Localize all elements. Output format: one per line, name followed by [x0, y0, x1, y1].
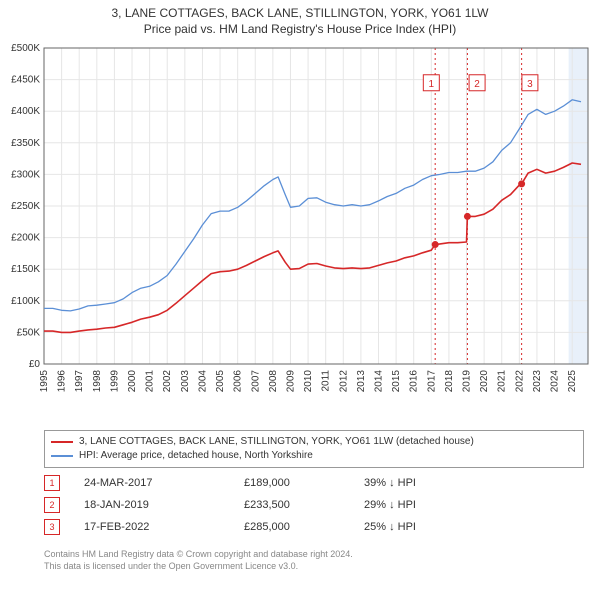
marker-diff: 29% ↓ HPI: [364, 499, 584, 511]
svg-text:£350K: £350K: [11, 138, 40, 149]
svg-text:£450K: £450K: [11, 75, 40, 86]
svg-text:2005: 2005: [215, 370, 226, 393]
svg-text:2: 2: [474, 79, 480, 90]
svg-text:£150K: £150K: [11, 264, 40, 275]
svg-text:£400K: £400K: [11, 106, 40, 117]
marker-price: £189,000: [244, 477, 364, 489]
legend-label: 3, LANE COTTAGES, BACK LANE, STILLINGTON…: [79, 435, 474, 449]
svg-text:1997: 1997: [74, 370, 85, 393]
svg-text:2025: 2025: [567, 370, 578, 393]
marker-row: 2 18-JAN-2019£233,50029% ↓ HPI: [44, 494, 584, 516]
svg-text:2016: 2016: [409, 370, 420, 393]
svg-text:1: 1: [429, 79, 435, 90]
svg-text:2002: 2002: [162, 370, 173, 393]
svg-text:£100K: £100K: [11, 296, 40, 307]
title-line1: 3, LANE COTTAGES, BACK LANE, STILLINGTON…: [0, 6, 600, 20]
svg-text:1998: 1998: [92, 370, 103, 393]
chart-svg: £0 £50K £100K £150K £200K £250K £300K £350K £400…: [0, 44, 600, 424]
marker-row: 1 24-MAR-2017£189,00039% ↓ HPI: [44, 472, 584, 494]
chart-titles: 3, LANE COTTAGES, BACK LANE, STILLINGTON…: [0, 0, 600, 36]
footer-attribution: Contains HM Land Registry data © Crown c…: [44, 548, 584, 572]
svg-text:£50K: £50K: [17, 327, 41, 338]
legend: 3, LANE COTTAGES, BACK LANE, STILLINGTON…: [44, 430, 584, 468]
svg-text:1999: 1999: [109, 370, 120, 393]
svg-text:2018: 2018: [444, 370, 455, 393]
marker-number-box: 3: [44, 519, 60, 535]
svg-text:2011: 2011: [321, 370, 332, 392]
svg-text:£300K: £300K: [11, 169, 40, 180]
marker-table: 1 24-MAR-2017£189,00039% ↓ HPI 2 18-JAN-201…: [44, 472, 584, 538]
footer-line2: This data is licensed under the Open Gov…: [44, 560, 584, 572]
marker-row: 3 17-FEB-2022£285,00025% ↓ HPI: [44, 516, 584, 538]
svg-text:2010: 2010: [303, 370, 314, 393]
legend-label: HPI: Average price, detached house, Nort…: [79, 449, 313, 463]
svg-text:2014: 2014: [373, 370, 384, 393]
svg-text:1995: 1995: [39, 370, 50, 393]
marker-date: 24-MAR-2017: [84, 477, 244, 489]
legend-swatch: [51, 455, 73, 457]
svg-text:2001: 2001: [145, 370, 156, 393]
footer-line1: Contains HM Land Registry data © Crown c…: [44, 548, 584, 560]
svg-text:2006: 2006: [233, 370, 244, 393]
svg-text:2012: 2012: [338, 370, 349, 393]
svg-text:2020: 2020: [479, 370, 490, 393]
svg-text:£0: £0: [29, 359, 41, 370]
svg-text:2008: 2008: [268, 370, 279, 393]
svg-text:£500K: £500K: [11, 44, 40, 54]
marker-diff: 25% ↓ HPI: [364, 521, 584, 533]
svg-text:£200K: £200K: [11, 233, 40, 244]
svg-text:£250K: £250K: [11, 201, 40, 212]
svg-text:2023: 2023: [532, 370, 543, 393]
marker-number-box: 2: [44, 497, 60, 513]
legend-swatch: [51, 441, 73, 443]
svg-text:1996: 1996: [57, 370, 68, 393]
legend-row: 3, LANE COTTAGES, BACK LANE, STILLINGTON…: [51, 435, 577, 449]
svg-text:2022: 2022: [514, 370, 525, 393]
title-line2: Price paid vs. HM Land Registry's House …: [0, 22, 600, 36]
svg-text:2019: 2019: [462, 370, 473, 393]
svg-text:2007: 2007: [250, 370, 261, 393]
marker-date: 17-FEB-2022: [84, 521, 244, 533]
marker-price: £233,500: [244, 499, 364, 511]
chart-area: £0 £50K £100K £150K £200K £250K £300K £350K £400…: [0, 44, 600, 424]
svg-text:2013: 2013: [356, 370, 367, 393]
svg-text:2017: 2017: [426, 370, 437, 393]
svg-text:2021: 2021: [497, 370, 508, 393]
marker-date: 18-JAN-2019: [84, 499, 244, 511]
svg-text:2015: 2015: [391, 370, 402, 393]
svg-text:2024: 2024: [550, 370, 561, 393]
svg-text:2009: 2009: [285, 370, 296, 393]
svg-text:2004: 2004: [197, 370, 208, 393]
marker-price: £285,000: [244, 521, 364, 533]
svg-text:3: 3: [527, 79, 533, 90]
svg-text:2000: 2000: [127, 370, 138, 393]
legend-row: HPI: Average price, detached house, Nort…: [51, 449, 577, 463]
marker-diff: 39% ↓ HPI: [364, 477, 584, 489]
svg-text:2003: 2003: [180, 370, 191, 393]
marker-number-box: 1: [44, 475, 60, 491]
